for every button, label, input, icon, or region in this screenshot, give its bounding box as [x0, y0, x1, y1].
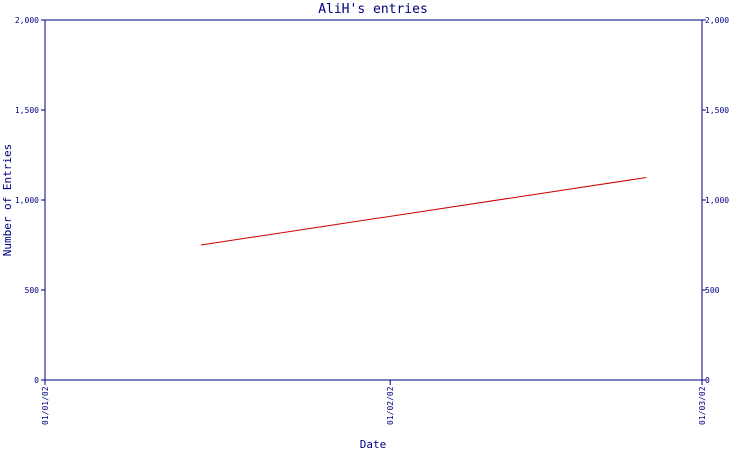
right-y-tick-label: 1,000: [705, 196, 729, 205]
series-line: [200, 177, 647, 246]
right-y-tick-label: 1,500: [705, 106, 729, 115]
x-axis-label: Date: [360, 438, 387, 450]
left-y-tick-label: 0: [34, 376, 39, 385]
right-y-tick-label: 0: [705, 376, 710, 385]
y-axis-label: Number of Entries: [1, 144, 14, 257]
left-y-tick-label: 1,000: [15, 196, 39, 205]
right-y-tick-label: 2,000: [705, 16, 729, 25]
plot-area: [44, 19, 703, 381]
right-y-tick-label: 500: [705, 286, 720, 295]
left-y-tick-label: 2,000: [15, 16, 39, 25]
left-y-axis: 0 500 1,000 1,500 2,000: [15, 16, 45, 385]
chart-title: AliH's entries: [318, 2, 428, 17]
x-tick-label: 01/02/02: [386, 386, 395, 425]
x-tick-label: 01/03/02: [698, 386, 707, 425]
right-y-axis: 0 500 1,000 1,500 2,000: [702, 16, 729, 385]
x-axis: 01/01/02 01/02/02 01/03/02: [41, 380, 707, 425]
left-y-tick-label: 1,500: [15, 106, 39, 115]
x-tick-label: 01/01/02: [41, 386, 50, 425]
series-layer: [200, 177, 647, 246]
left-y-tick-label: 500: [25, 286, 40, 295]
